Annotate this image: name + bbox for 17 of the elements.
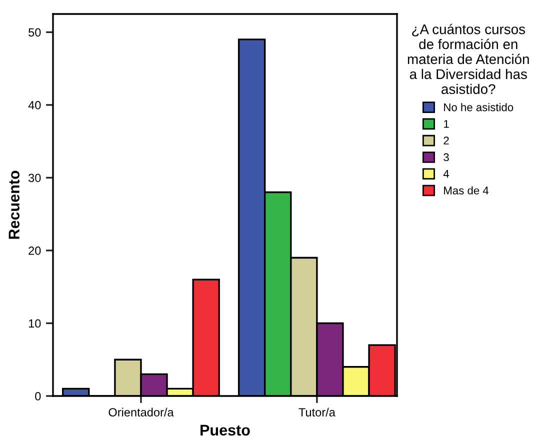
y-tick-label: 40	[28, 100, 41, 110]
y-tick-label: 30	[28, 174, 41, 182]
legend-label: 4	[443, 170, 450, 178]
legend-label: 3	[444, 153, 449, 162]
legend-title: ¿A cuántos cursos de formación en materia de Atención a la Diversidad has asistido?	[408, 24, 529, 94]
y-tick-label: 0	[35, 392, 41, 400]
x-tick-label: Orientador/a	[108, 408, 174, 416]
y-tick-label: 20	[28, 246, 41, 255]
legend-label: 1	[444, 120, 449, 128]
y-axis-title: Recuento	[8, 170, 20, 239]
y-tick-label: 50	[28, 28, 41, 37]
legend-label: No he asistido	[444, 103, 514, 112]
x-axis-title: Puesto	[200, 424, 250, 436]
legend-label: Mas de 4	[444, 186, 489, 194]
legend-label: 2	[444, 136, 449, 144]
y-tick-label: 10	[28, 319, 41, 328]
x-tick-label: Tutor/a	[298, 408, 336, 416]
